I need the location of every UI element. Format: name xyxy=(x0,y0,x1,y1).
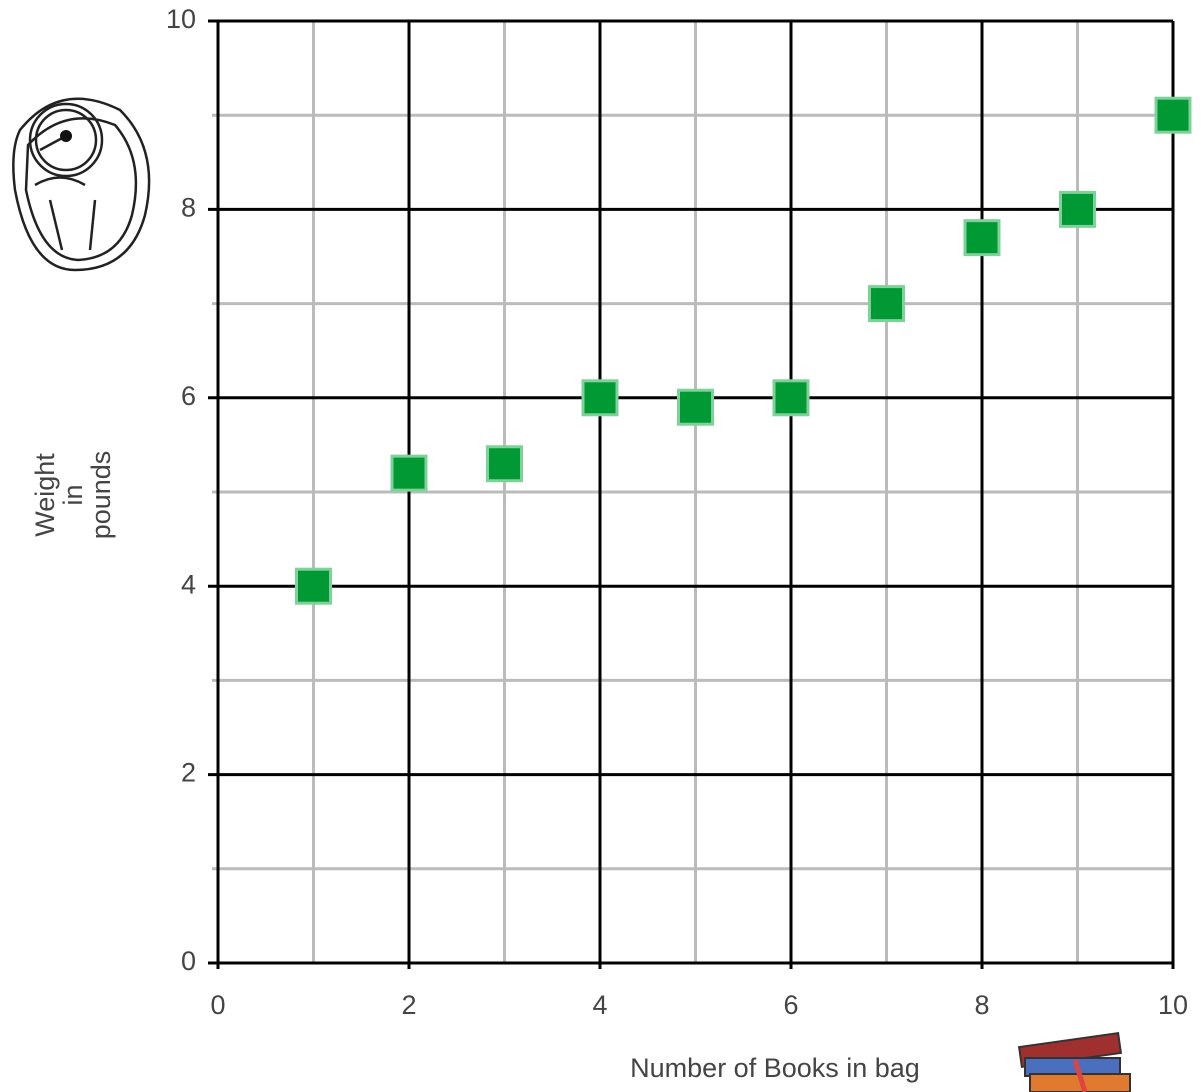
data-point xyxy=(677,388,714,426)
y-axis-label: in xyxy=(58,484,88,505)
x-tick-label: 0 xyxy=(210,990,225,1020)
x-tick-label: 2 xyxy=(401,990,416,1020)
x-tick-label: 4 xyxy=(592,990,607,1020)
x-tick-label: 10 xyxy=(1158,990,1188,1020)
x-axis-label: Number of Books in bag xyxy=(630,1053,920,1083)
scale-icon xyxy=(12,97,151,272)
scale-dial xyxy=(60,130,72,142)
data-point xyxy=(486,445,523,483)
y-axis-label: pounds xyxy=(86,451,116,540)
y-tick-label: 4 xyxy=(181,569,196,599)
data-point xyxy=(1059,190,1096,228)
books-icon xyxy=(1017,1032,1131,1092)
y-tick-label: 8 xyxy=(181,193,196,223)
y-tick-label: 2 xyxy=(181,758,196,788)
data-point xyxy=(1154,96,1192,134)
y-tick-label: 6 xyxy=(181,381,196,411)
x-tick-label: 6 xyxy=(783,990,798,1020)
data-point xyxy=(295,567,332,605)
data-point xyxy=(581,379,619,417)
y-axis-label: Weight xyxy=(30,453,60,537)
y-tick-label: 10 xyxy=(166,4,196,34)
y-tick-label: 0 xyxy=(181,946,196,976)
data-point xyxy=(772,379,810,417)
data-point xyxy=(868,285,905,323)
data-point xyxy=(390,454,428,492)
data-point xyxy=(963,219,1001,257)
x-tick-label: 8 xyxy=(974,990,989,1020)
